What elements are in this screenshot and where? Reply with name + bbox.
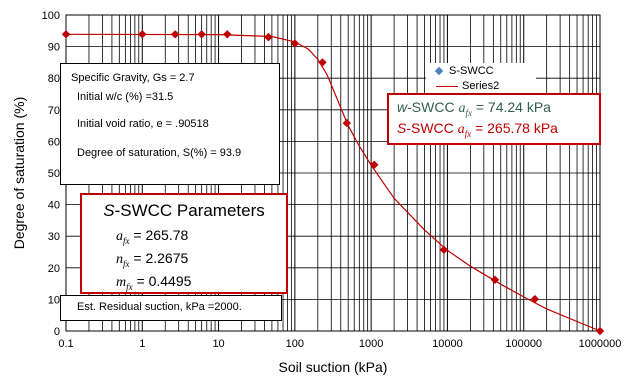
initial-void-ratio-text: Initial void ratio, e = .90518	[77, 118, 209, 130]
afx-comparison-box: w-SWCC afx = 74.24 kPa S-SWCC afx = 265.…	[387, 93, 601, 145]
diamond-marker-icon	[434, 66, 444, 76]
y-axis-title: Degree of saturation (%)	[11, 97, 27, 250]
y-tick-label: 30	[48, 231, 60, 243]
x-axis-title: Soil suction (kPa)	[279, 359, 388, 375]
data-point	[61, 30, 71, 39]
y-tick-label: 50	[48, 168, 60, 180]
data-point	[342, 118, 352, 128]
data-point	[490, 275, 500, 285]
x-tick-label: 100	[286, 338, 304, 350]
y-tick-label: 80	[48, 73, 60, 85]
y-tick-label: 40	[48, 200, 60, 212]
chart-legend: S-SWCC Series2	[426, 63, 536, 93]
line-marker-icon	[436, 85, 458, 87]
residual-suction-text: Est. Residual suction, kPa =2000.	[77, 301, 242, 313]
x-tick-label: 0.1	[58, 338, 73, 350]
legend-entry-series2: Series2	[436, 80, 499, 92]
afx-parameter: afx = 265.78	[116, 227, 189, 246]
y-tick-label: 10	[48, 294, 60, 306]
y-tick-label: 20	[48, 263, 60, 275]
y-tick-label: 70	[48, 105, 60, 117]
degree-of-saturation-text: Degree of saturation, S(%) = 93.9	[77, 147, 242, 159]
specific-gravity-text: Specific Gravity, Gs = 2.7	[71, 72, 195, 84]
data-point	[264, 32, 273, 42]
initial-water-content-text: Initial w/c (%) =31.5	[77, 91, 174, 103]
data-point	[370, 160, 379, 169]
y-tick-label: 60	[48, 136, 60, 148]
s-swcc-afx-text: S-SWCC afx = 265.78 kPa	[397, 120, 558, 139]
data-point	[439, 245, 449, 254]
y-tick-label: 90	[48, 42, 60, 54]
data-point	[138, 30, 147, 39]
legend-entry-s-swcc: S-SWCC	[434, 65, 494, 77]
parameters-title: S-SWCC Parameters	[103, 201, 265, 220]
mfx-parameter: mfx = 0.4495	[116, 272, 192, 292]
s-swcc-parameters-box: S-SWCC Parameters afx = 265.78 nfx = 2.2…	[80, 193, 288, 294]
x-tick-label: 100000	[505, 338, 542, 350]
y-tick-label: 100	[42, 10, 60, 22]
x-tick-labels: 0.1 1 10 100 1000 10000 100000 1000000	[58, 338, 621, 350]
data-point	[170, 30, 180, 39]
y-tick-label: 0	[54, 326, 60, 338]
specimen-info-box: Specific Gravity, Gs = 2.7 Initial w/c (…	[60, 63, 280, 185]
y-tick-labels: 0 10 20 30 40 50 60 70 80 90 100	[42, 10, 60, 338]
residual-suction-box: Est. Residual suction, kPa =2000.	[60, 295, 282, 321]
data-point	[223, 30, 232, 39]
data-point	[595, 326, 605, 336]
data-point	[290, 39, 300, 48]
data-point	[318, 58, 327, 67]
nfx-parameter: nfx = 2.2675	[116, 249, 189, 269]
x-tick-label: 10000	[432, 338, 463, 350]
x-tick-label: 1000000	[579, 338, 622, 350]
s-swcc-data-points	[61, 30, 605, 336]
x-tick-label: 1	[139, 338, 145, 350]
data-point	[530, 294, 540, 304]
w-swcc-afx-text: w-SWCC afx = 74.24 kPa	[397, 99, 551, 118]
x-tick-label: 10	[212, 338, 224, 350]
data-point	[197, 30, 206, 39]
x-tick-label: 1000	[359, 338, 383, 350]
